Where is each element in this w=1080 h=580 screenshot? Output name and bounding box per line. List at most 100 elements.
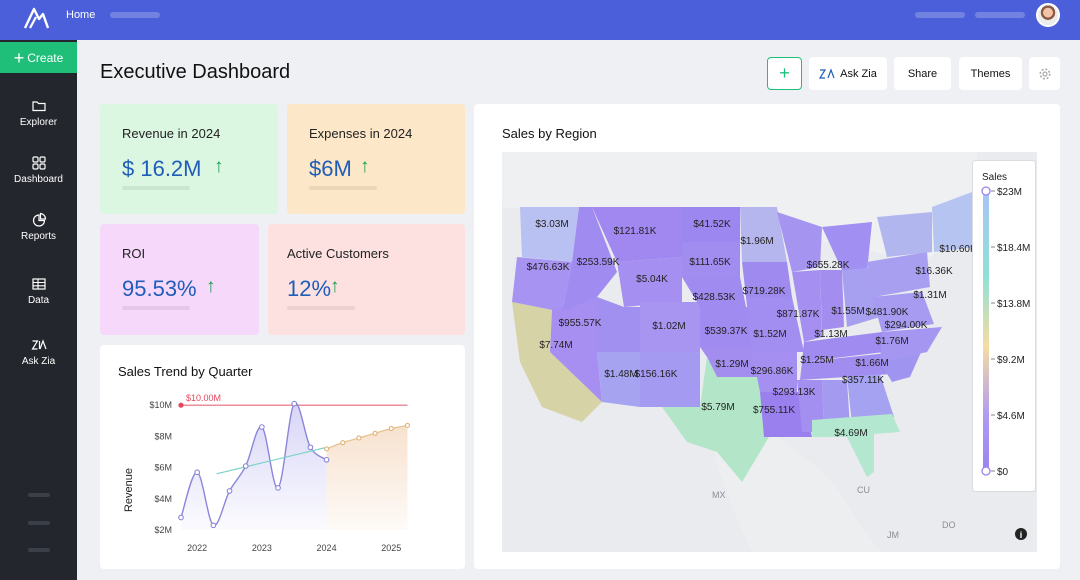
state-ohio: [842, 267, 880, 327]
region-value-label: $156.16K: [635, 369, 678, 380]
data-point[interactable]: [259, 424, 265, 430]
region-value-label: $1.66M: [855, 358, 888, 369]
add-widget-button[interactable]: +: [767, 57, 802, 90]
sidebar-placeholder: [28, 493, 50, 497]
legend-title: Sales: [982, 172, 1007, 183]
data-point[interactable]: [275, 485, 281, 491]
legend-tick-label: $0: [997, 467, 1009, 478]
create-button[interactable]: + Create: [0, 42, 77, 73]
region-value-label: $293.13K: [773, 387, 816, 398]
trend-up-icon: ↑: [214, 156, 224, 177]
region-value-label: $16.36K: [915, 266, 953, 277]
x-tick-label: 2024: [317, 543, 337, 553]
app-logo-icon[interactable]: [22, 5, 50, 31]
region-value-label: $5.79M: [701, 402, 734, 413]
legend-tick-label: $13.8M: [997, 299, 1030, 310]
kpi-value: 12%: [287, 276, 332, 301]
map-region-label: DO: [942, 520, 956, 530]
data-point[interactable]: [323, 456, 330, 463]
data-point[interactable]: [210, 522, 217, 529]
data-point[interactable]: [178, 514, 184, 521]
state-new-england: [932, 192, 977, 252]
state-tennessee: [800, 352, 897, 380]
sidebar-placeholder: [28, 548, 50, 552]
state-south-carolina: [880, 350, 922, 382]
series-line: [180, 402, 328, 527]
gear-icon: [1038, 67, 1051, 80]
y-tick-label: $6M: [154, 463, 172, 473]
legend-tick-label: $18.4M: [997, 243, 1030, 254]
kpi-value: $6M: [309, 156, 352, 181]
region-value-label: $871.87K: [777, 309, 820, 320]
page-title: Executive Dashboard: [100, 61, 291, 83]
sidebar-item-reports[interactable]: Reports: [0, 212, 77, 242]
state-florida: [812, 414, 900, 477]
map-legend[interactable]: Sales $23M $18.4M $13.8M $9.2M $4.6M $0: [972, 160, 1036, 492]
forecast-area: [326, 425, 408, 530]
sidebar-item-dashboard[interactable]: Dashboard: [0, 155, 77, 185]
home-link[interactable]: Home: [66, 9, 96, 21]
region-value-label: $539.37K: [705, 326, 748, 337]
user-avatar[interactable]: [1036, 3, 1060, 27]
state-california: [512, 302, 602, 422]
region-value-label: $111.65K: [689, 257, 731, 268]
sidebar-item-label: Data: [27, 295, 50, 306]
zia-icon: [819, 67, 835, 79]
forecast-point[interactable]: [324, 446, 330, 452]
region-value-label: $755.11K: [753, 405, 795, 416]
target-marker: [178, 402, 184, 408]
forecast-point[interactable]: [388, 426, 394, 432]
state-south-dakota: [682, 242, 740, 277]
data-point[interactable]: [226, 488, 233, 494]
kpi-subtext-placeholder: [122, 186, 190, 190]
data-point[interactable]: [291, 400, 298, 407]
region-value-label: $1.55M: [831, 306, 864, 317]
kpi-card-revenue[interactable]: Revenue in 2024 $ 16.2M ↑: [100, 104, 278, 214]
state-new-york: [877, 212, 932, 257]
kpi-label: Active Customers: [287, 246, 389, 261]
region-value-label: $1.29M: [715, 359, 748, 370]
kpi-card-expenses[interactable]: Expenses in 2024 $6M ↑: [287, 104, 465, 214]
kpi-subtext-placeholder: [309, 186, 377, 190]
region-value-label: $1.48M: [604, 369, 637, 380]
state-north-carolina: [880, 327, 942, 362]
themes-button[interactable]: Themes: [959, 57, 1022, 90]
y-tick-label: $10M: [149, 400, 172, 410]
forecast-point[interactable]: [372, 430, 378, 436]
kpi-label: Revenue in 2024: [122, 126, 221, 141]
region-value-label: $253.59K: [577, 257, 620, 268]
kpi-card-customers[interactable]: Active Customers 12% ↑: [268, 224, 465, 335]
legend-tick-label: $4.6M: [997, 411, 1025, 422]
legend-handle-bottom[interactable]: [981, 466, 991, 476]
sidebar-item-ask-zia[interactable]: Ask Zia: [0, 337, 77, 367]
ask-zia-button[interactable]: Ask Zia: [809, 57, 887, 90]
state-north-dakota: [682, 207, 740, 242]
region-value-label: $1.76M: [875, 336, 908, 347]
info-icon[interactable]: [1015, 528, 1027, 540]
sidebar-item-data[interactable]: Data: [0, 276, 77, 306]
data-point[interactable]: [242, 463, 249, 469]
forecast-point[interactable]: [356, 435, 362, 441]
share-button[interactable]: Share: [894, 57, 951, 90]
y-tick-label: $2M: [154, 525, 172, 535]
region-value-label: $955.57K: [559, 318, 602, 329]
region-value-label: $3.03M: [535, 219, 568, 230]
forecast-point[interactable]: [340, 440, 346, 446]
data-point[interactable]: [194, 469, 201, 476]
state-nebraska: [682, 277, 746, 307]
region-value-label: $1.13M: [814, 329, 847, 340]
legend-handle-top[interactable]: [981, 186, 991, 196]
sales-by-region-title: Sales by Region: [502, 126, 597, 141]
legend-gradient-bar: [983, 192, 989, 472]
data-point[interactable]: [307, 444, 314, 451]
sales-trend-chart[interactable]: $2M $4M $6M $8M $10M 2022 2023 2024 2025 $10.00M…: [100, 385, 465, 565]
state-iowa: [742, 262, 792, 297]
us-sales-map[interactable]: $3.03M $121.81K $41.52K $1.96M $476.63K $253.…: [502, 152, 1037, 552]
kpi-card-roi[interactable]: ROI 95.53% ↑: [100, 224, 259, 335]
state-kansas: [700, 307, 752, 347]
forecast-point[interactable]: [404, 422, 411, 429]
sidebar-item-explorer[interactable]: Explorer: [0, 98, 77, 128]
sidebar-item-label: Ask Zia: [21, 356, 56, 367]
settings-button[interactable]: [1029, 57, 1060, 90]
region-value-label: $41.52K: [693, 219, 731, 230]
